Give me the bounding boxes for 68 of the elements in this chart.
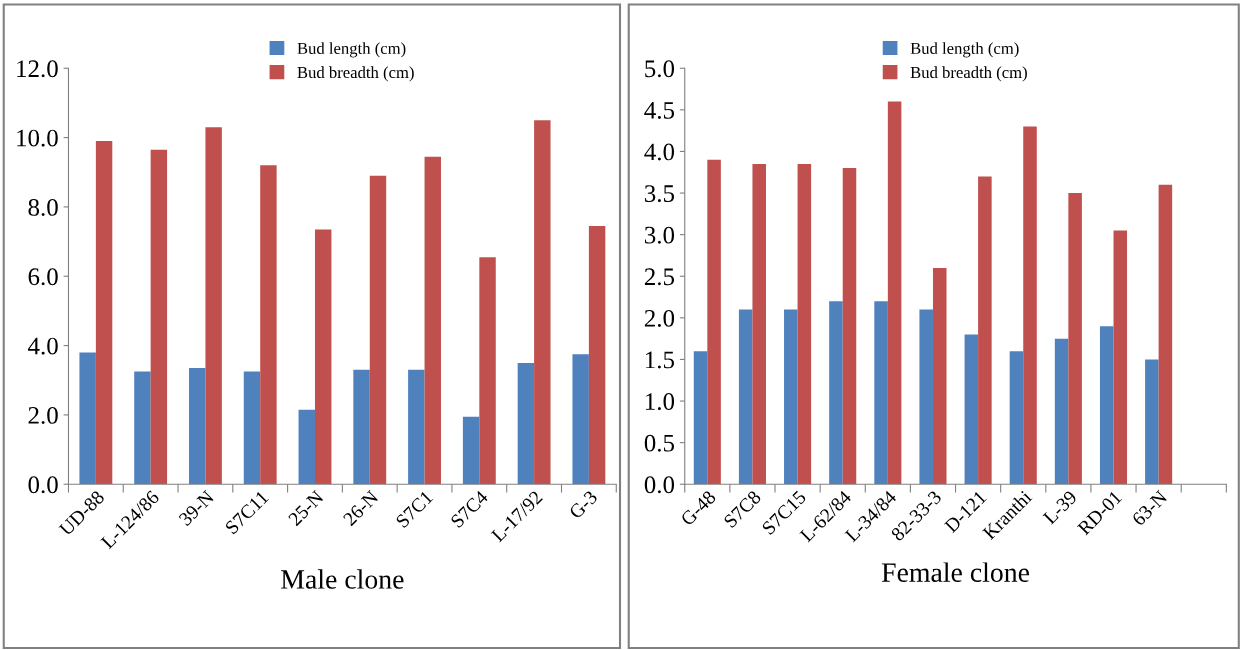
bar	[784, 309, 798, 485]
bar	[1158, 184, 1173, 485]
legend-label: Bud length (cm)	[297, 42, 406, 58]
x-axis-title: Male clone	[281, 569, 404, 589]
bar	[693, 351, 708, 485]
bar	[1145, 359, 1159, 485]
y-tick-label: 6.0	[28, 268, 58, 286]
y-tick-label: 0.0	[644, 476, 675, 494]
y-tick-label: 1.0	[645, 393, 675, 411]
bar	[842, 168, 857, 485]
x-tick-label: G-48	[680, 489, 717, 527]
y-tick-label: 2.5	[644, 268, 675, 286]
y-tick-label: 12.0	[17, 60, 58, 78]
y-tick-label: 8.0	[28, 198, 58, 216]
bar	[517, 362, 535, 485]
bar	[79, 352, 96, 485]
y-tick-label: 0.0	[28, 476, 58, 494]
bar	[752, 163, 766, 485]
bar	[572, 354, 589, 485]
bar	[534, 120, 551, 485]
bar	[150, 149, 168, 485]
x-tick-label: G-3	[568, 489, 599, 520]
bar	[829, 301, 843, 485]
bar	[369, 175, 387, 485]
legend-label: Bud length (cm)	[910, 42, 1019, 58]
y-tick-label: 3.5	[644, 185, 675, 203]
x-axis-title: Female clone	[881, 562, 1029, 582]
bar	[1009, 351, 1024, 485]
bar	[188, 368, 206, 485]
bar	[874, 301, 888, 485]
bar	[95, 141, 113, 485]
bar	[964, 334, 979, 485]
bar	[978, 176, 992, 485]
y-tick-label: 1.5	[645, 351, 675, 369]
bar	[797, 163, 812, 485]
y-tick-label: 2.0	[644, 309, 675, 327]
bar	[408, 369, 425, 485]
y-tick-label: 5.0	[645, 60, 675, 78]
bar	[932, 267, 947, 485]
bar	[314, 229, 332, 485]
bar	[479, 257, 496, 485]
bar	[205, 127, 222, 485]
bar	[260, 165, 277, 485]
legend-label: Bud breadth (cm)	[297, 66, 414, 82]
bar	[588, 225, 606, 485]
bar	[462, 416, 480, 485]
y-tick-label: 4.0	[644, 143, 675, 161]
bar	[1023, 126, 1037, 485]
bar	[134, 371, 151, 485]
bar	[243, 371, 261, 485]
y-tick-label: 3.0	[644, 226, 675, 244]
bar	[919, 309, 933, 485]
bar	[1113, 230, 1128, 485]
bar	[738, 309, 753, 485]
bar	[1099, 326, 1114, 485]
y-tick-label: 2.0	[28, 406, 58, 424]
y-tick-label: 0.5	[644, 434, 675, 452]
bar	[298, 409, 315, 485]
y-tick-label: 4.5	[644, 102, 675, 119]
y-tick-label: 4.0	[27, 337, 58, 355]
y-tick-label: 10.0	[17, 129, 58, 147]
bar	[887, 101, 902, 485]
bar	[707, 159, 721, 485]
bar	[1068, 193, 1082, 485]
bar	[424, 156, 441, 485]
legend-label: Bud breadth (cm)	[910, 66, 1027, 82]
bar	[1054, 338, 1069, 485]
bar	[353, 369, 370, 485]
